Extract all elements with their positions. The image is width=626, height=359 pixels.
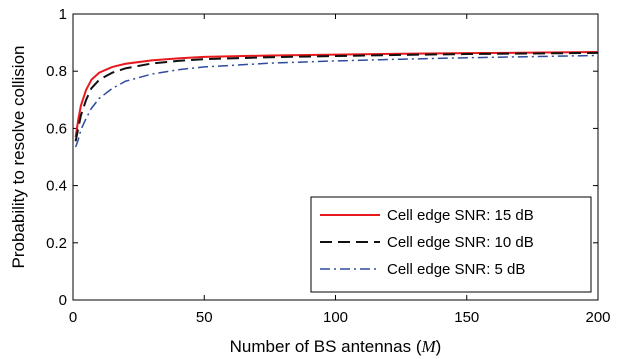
legend-label-10db: Cell edge SNR: 10 dB bbox=[387, 234, 534, 251]
y-tick-label: 0.8 bbox=[46, 63, 67, 80]
series-line-10db bbox=[74, 51, 599, 142]
legend: Cell edge SNR: 15 dB Cell edge SNR: 10 d… bbox=[310, 196, 592, 293]
x-tick-label: 150 bbox=[454, 309, 479, 326]
legend-label-15db: Cell edge SNR: 15 dB bbox=[387, 207, 534, 224]
axis-ticks bbox=[72, 13, 599, 301]
x-tick-label: 50 bbox=[196, 309, 213, 326]
series-layer bbox=[74, 51, 599, 148]
legend-box bbox=[310, 196, 592, 293]
series-line-5db bbox=[74, 54, 599, 148]
x-axis-label: Number of BS antennas (M) bbox=[230, 337, 442, 356]
y-axis-label: Probability to resolve collision bbox=[9, 46, 28, 269]
y-tick-label: 1 bbox=[59, 6, 67, 23]
x-tick-label: 100 bbox=[323, 309, 348, 326]
y-tick-label: 0.4 bbox=[46, 178, 67, 195]
series-line-15db bbox=[74, 51, 599, 138]
y-tick-label: 0.2 bbox=[46, 235, 67, 252]
legend-label-5db: Cell edge SNR: 5 dB bbox=[387, 261, 525, 278]
y-tick-label: 0 bbox=[59, 292, 67, 309]
x-tick-label: 0 bbox=[69, 309, 77, 326]
x-tick-label: 200 bbox=[585, 309, 610, 326]
y-tick-label: 0.6 bbox=[46, 120, 67, 137]
tick-labels: 0 50 100 150 200 0 0.2 0.4 0.6 0.8 1 bbox=[46, 6, 610, 326]
